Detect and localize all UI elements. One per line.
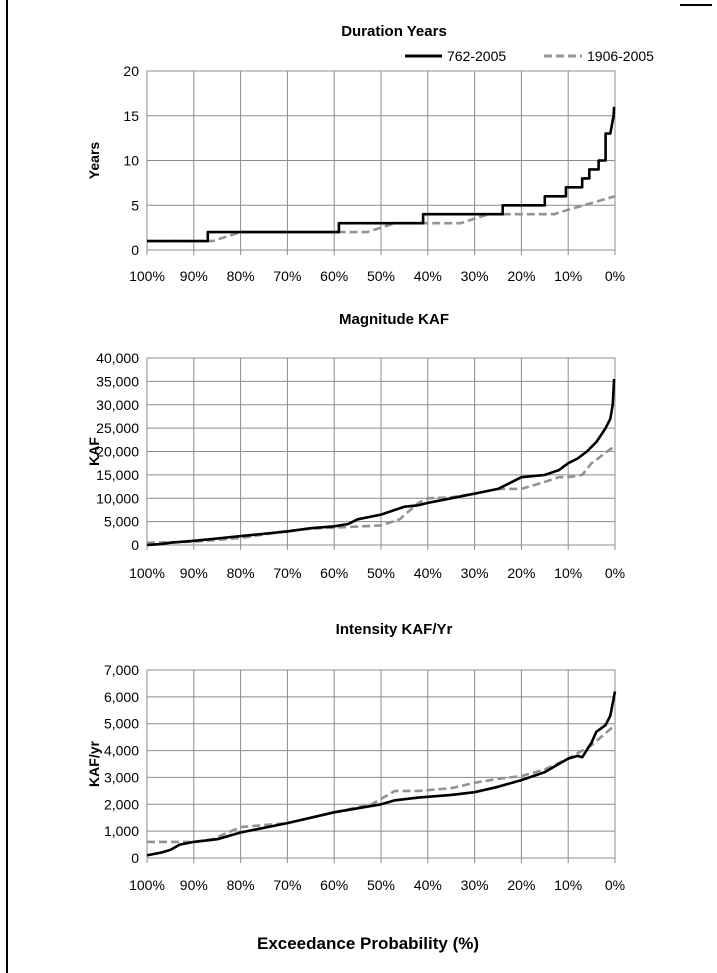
y-tick-label: 5,000 xyxy=(104,514,139,530)
chart-title: Duration Years xyxy=(341,23,447,40)
y-tick-label: 25,000 xyxy=(96,420,139,436)
y-tick-label: 5 xyxy=(131,197,139,213)
x-tick-label: 50% xyxy=(367,565,395,581)
chart-title: Magnitude KAF xyxy=(339,311,449,328)
x-tick-label: 60% xyxy=(320,877,348,893)
y-tick-label: 20,000 xyxy=(96,444,139,460)
x-tick-label: 10% xyxy=(554,565,582,581)
y-tick-label: 10 xyxy=(123,153,139,169)
y-tick-label: 15 xyxy=(123,108,139,124)
x-tick-label: 80% xyxy=(227,268,255,284)
x-tick-label: 70% xyxy=(273,565,301,581)
top-frame-border xyxy=(680,4,712,6)
y-axis-title: Years xyxy=(86,142,102,180)
x-tick-label: 60% xyxy=(320,268,348,284)
x-axis-title: Exceedance Probability (%) xyxy=(257,934,479,953)
x-tick-label: 70% xyxy=(273,268,301,284)
x-tick-label: 20% xyxy=(507,565,535,581)
x-tick-label: 80% xyxy=(227,877,255,893)
x-tick-label: 20% xyxy=(507,877,535,893)
x-tick-label: 0% xyxy=(605,877,625,893)
x-tick-label: 40% xyxy=(414,565,442,581)
y-tick-label: 6,000 xyxy=(104,689,139,705)
x-tick-label: 90% xyxy=(180,565,208,581)
y-tick-label: 4,000 xyxy=(104,743,139,759)
x-tick-label: 30% xyxy=(461,877,489,893)
y-tick-label: 1,000 xyxy=(104,823,139,839)
x-tick-label: 40% xyxy=(414,877,442,893)
x-tick-label: 100% xyxy=(129,268,165,284)
y-tick-label: 3,000 xyxy=(104,769,139,785)
x-tick-label: 90% xyxy=(180,268,208,284)
y-tick-label: 10,000 xyxy=(96,490,139,506)
y-tick-label: 15,000 xyxy=(96,467,139,483)
x-tick-label: 100% xyxy=(129,565,165,581)
series-line-1906-2005 xyxy=(147,195,616,243)
x-tick-label: 40% xyxy=(414,268,442,284)
y-tick-label: 40,000 xyxy=(96,350,139,366)
y-tick-label: 7,000 xyxy=(104,662,139,678)
legend-label-762-2005: 762-2005 xyxy=(447,48,506,64)
x-tick-label: 0% xyxy=(605,565,625,581)
x-tick-label: 100% xyxy=(129,877,165,893)
y-tick-label: 0 xyxy=(131,242,139,258)
legend: 762-2005 1906-2005 xyxy=(405,48,654,64)
x-tick-label: 20% xyxy=(507,268,535,284)
x-tick-label: 60% xyxy=(320,565,348,581)
y-tick-label: 2,000 xyxy=(104,796,139,812)
y-tick-label: 30,000 xyxy=(96,397,139,413)
left-frame-border xyxy=(6,0,8,973)
x-tick-label: 70% xyxy=(273,877,301,893)
x-tick-label: 30% xyxy=(461,268,489,284)
x-tick-label: 50% xyxy=(367,268,395,284)
x-tick-label: 0% xyxy=(605,268,625,284)
x-tick-label: 10% xyxy=(554,877,582,893)
y-tick-label: 0 xyxy=(131,537,139,553)
chart-panel-2: Magnitude KAF 0 5,000 10,000 15,000 20,000 25,… xyxy=(86,311,625,581)
x-tick-label: 30% xyxy=(461,565,489,581)
series-line-762-2005 xyxy=(146,691,617,857)
y-tick-label: 5,000 xyxy=(104,716,139,732)
x-tick-label: 90% xyxy=(180,877,208,893)
chart-panels: Duration Years 0 5 10 15 20 100% 90% 80% 70% 60% 50… xyxy=(86,23,625,893)
series-line-762-2005 xyxy=(147,106,616,243)
x-tick-label: 80% xyxy=(227,565,255,581)
y-axis-title: KAF xyxy=(86,437,102,466)
x-tick-label: 50% xyxy=(367,877,395,893)
chart-panel-1: Duration Years 0 5 10 15 20 100% 90% 80% 70% 60% 50… xyxy=(86,23,625,284)
chart-panel-3: Intensity KAF/Yr 0 1,000 2,000 3,000 4,000 5,0… xyxy=(86,621,625,893)
y-tick-label: 35,000 xyxy=(96,373,139,389)
x-tick-label: 10% xyxy=(554,268,582,284)
y-axis-title: KAF/yr xyxy=(86,741,102,787)
chart-title: Intensity KAF/Yr xyxy=(336,621,453,638)
y-tick-label: 0 xyxy=(131,850,139,866)
legend-label-1906-2005: 1906-2005 xyxy=(587,48,654,64)
series-line-762-2005 xyxy=(146,378,616,547)
y-tick-label: 20 xyxy=(123,63,139,79)
